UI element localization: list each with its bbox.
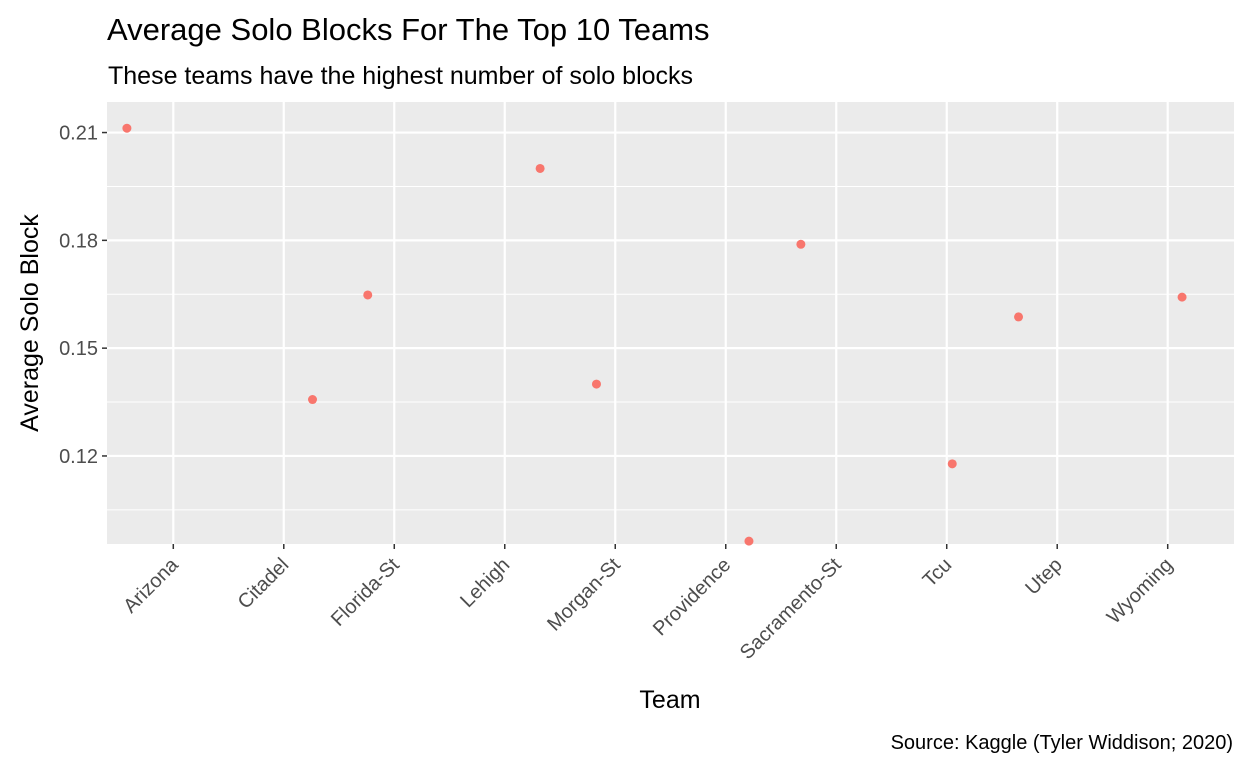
minor-gridlines bbox=[107, 185, 1234, 511]
y-axis-title: Average Solo Block bbox=[16, 214, 44, 432]
data-point bbox=[122, 123, 132, 133]
x-tick-label: Arizona bbox=[119, 553, 183, 617]
data-point bbox=[947, 459, 957, 469]
x-axis: Arizona Citadel Florida-St Lehigh Morgan-St P… bbox=[119, 544, 1177, 664]
x-tick-label: Providence bbox=[649, 554, 735, 640]
y-axis: 0.12 0.15 0.18 0.21 bbox=[59, 123, 107, 468]
data-point bbox=[1177, 292, 1187, 302]
plot-panel bbox=[107, 102, 1234, 544]
y-tick-label: 0.12 bbox=[59, 446, 98, 468]
data-point bbox=[535, 163, 545, 173]
y-tick-label: 0.21 bbox=[59, 123, 98, 145]
x-tick-label: Citadel bbox=[234, 554, 294, 614]
x-axis-title: Team bbox=[639, 686, 700, 714]
x-tick-label: Sacramento-St bbox=[736, 554, 846, 664]
x-tick-label: Morgan-St bbox=[543, 554, 625, 636]
data-points bbox=[122, 123, 1187, 546]
data-point bbox=[744, 536, 754, 546]
chart-title: Average Solo Blocks For The Top 10 Teams bbox=[107, 12, 710, 47]
data-point bbox=[591, 379, 601, 389]
x-tick-label: Wyoming bbox=[1103, 554, 1177, 628]
major-gridlines bbox=[107, 102, 1234, 544]
x-tick-label: Florida-St bbox=[327, 554, 404, 631]
data-point bbox=[1014, 312, 1024, 322]
chart-caption: Source: Kaggle (Tyler Widdison; 2020) bbox=[891, 732, 1233, 754]
x-tick-label: Utep bbox=[1021, 554, 1066, 599]
data-point bbox=[308, 395, 318, 405]
x-tick-label: Lehigh bbox=[456, 554, 514, 612]
chart-subtitle: These teams have the highest number of s… bbox=[108, 62, 693, 90]
data-point bbox=[796, 239, 806, 249]
y-tick-label: 0.18 bbox=[59, 230, 98, 252]
y-tick-label: 0.15 bbox=[59, 338, 98, 360]
x-tick-label: Tcu bbox=[919, 554, 957, 592]
data-point bbox=[363, 290, 373, 300]
